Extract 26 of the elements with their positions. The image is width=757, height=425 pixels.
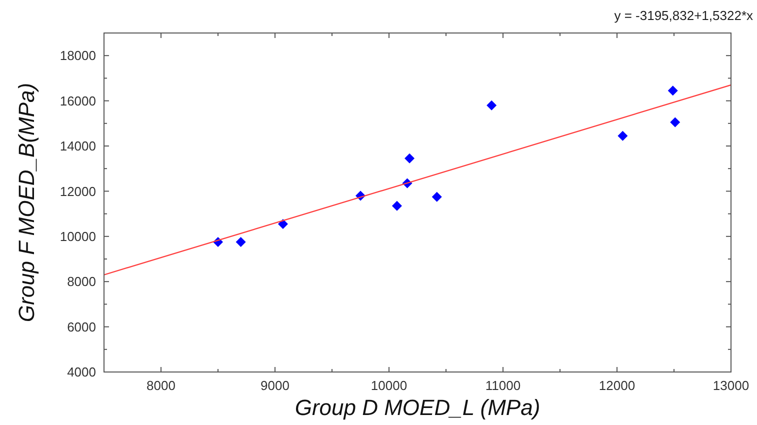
x-axis-title: Group D MOED_L (MPa) [294, 395, 540, 420]
x-tick-label: 12000 [598, 378, 636, 393]
y-axis-title: Group F MOED_B(MPa) [14, 82, 39, 322]
x-tick-label: 11000 [485, 378, 521, 393]
x-tick-label: 9000 [260, 378, 290, 393]
y-tick-label: 10000 [60, 228, 96, 244]
text: y = -3195,832+1,5322*x [614, 8, 754, 23]
point [618, 130, 628, 141]
y-tick-label: 12000 [60, 184, 96, 199]
point [432, 192, 442, 202]
point [668, 86, 678, 96]
point [404, 153, 415, 164]
y-tick-label: 8000 [67, 274, 96, 290]
x-tick-label: 10000 [370, 378, 408, 393]
y-tick-label: 18000 [60, 48, 96, 64]
point [236, 237, 246, 248]
y-tick-label: 16000 [60, 93, 96, 108]
y-tick-label: 4000 [67, 364, 96, 380]
point [392, 200, 402, 211]
y-tick-label: 14000 [60, 138, 96, 154]
point [486, 100, 497, 110]
point [278, 218, 288, 229]
y-tick-label: 6000 [67, 319, 96, 334]
point [670, 117, 680, 128]
x-tick-label: 13000 [712, 378, 750, 393]
x-tick-label: 8000 [146, 378, 176, 393]
